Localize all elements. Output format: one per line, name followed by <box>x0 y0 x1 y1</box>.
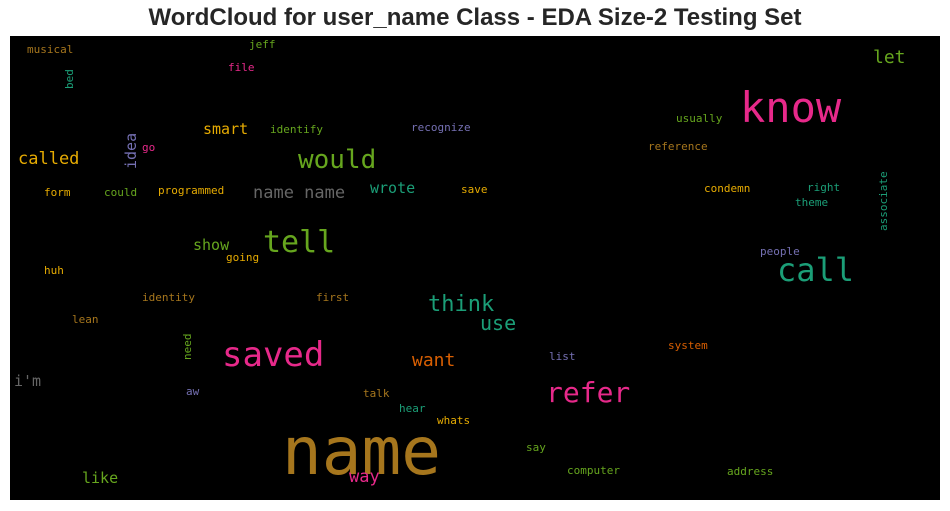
word-first: first <box>316 291 349 304</box>
word-form: form <box>44 186 71 199</box>
word-reference: reference <box>648 140 708 153</box>
word-need: need <box>181 334 194 361</box>
wordcloud-canvas: name know saved call tell refer would think use w… <box>10 36 940 500</box>
word-call: call <box>777 251 854 289</box>
word-go: go <box>142 141 155 154</box>
word-programmed: programmed <box>158 184 224 197</box>
word-address: address <box>727 465 773 478</box>
word-huh: huh <box>44 264 64 277</box>
word-like: like <box>82 469 118 487</box>
word-way: way <box>349 467 380 487</box>
word-could: could <box>104 186 137 199</box>
word-save: save <box>461 183 488 196</box>
word-smart: smart <box>203 120 248 138</box>
word-talk: talk <box>363 387 390 400</box>
word-bed: bed <box>63 69 76 89</box>
word-identity: identity <box>142 291 195 304</box>
word-list: list <box>549 350 576 363</box>
word-people: people <box>760 245 800 258</box>
word-i-m: i'm <box>14 372 41 390</box>
word-idea: idea <box>122 133 140 169</box>
word-let: let <box>873 47 906 68</box>
word-recognize: recognize <box>411 121 471 134</box>
word-use: use <box>480 311 516 335</box>
word-hear: hear <box>399 402 426 415</box>
word-saved: saved <box>222 335 324 375</box>
word-associate: associate <box>877 171 890 231</box>
word-know: know <box>740 83 842 132</box>
word-right: right <box>807 181 840 194</box>
word-jeff: jeff <box>249 38 276 51</box>
word-called: called <box>18 149 79 169</box>
word-name-name: name name <box>253 183 345 203</box>
word-name: name <box>282 413 441 490</box>
word-wrote: wrote <box>370 179 415 197</box>
word-usually: usually <box>676 112 723 125</box>
word-lean: lean <box>72 313 99 326</box>
word-file: file <box>228 61 255 74</box>
word-whats: whats <box>437 414 470 427</box>
chart-title: WordCloud for user_name Class - EDA Size… <box>148 4 802 31</box>
word-going: going <box>226 251 259 264</box>
word-aw: aw <box>186 385 200 398</box>
word-system: system <box>668 339 708 352</box>
word-theme: theme <box>795 196 828 209</box>
word-say: say <box>526 441 546 454</box>
word-want: want <box>412 350 455 371</box>
word-tell: tell <box>263 225 335 260</box>
word-would: would <box>298 145 376 175</box>
word-show: show <box>193 236 230 254</box>
word-musical: musical <box>27 43 73 56</box>
word-identify: identify <box>270 123 323 136</box>
word-think: think <box>428 292 494 317</box>
word-condemn: condemn <box>704 182 750 195</box>
word-computer: computer <box>567 464 620 477</box>
word-refer: refer <box>546 376 630 409</box>
